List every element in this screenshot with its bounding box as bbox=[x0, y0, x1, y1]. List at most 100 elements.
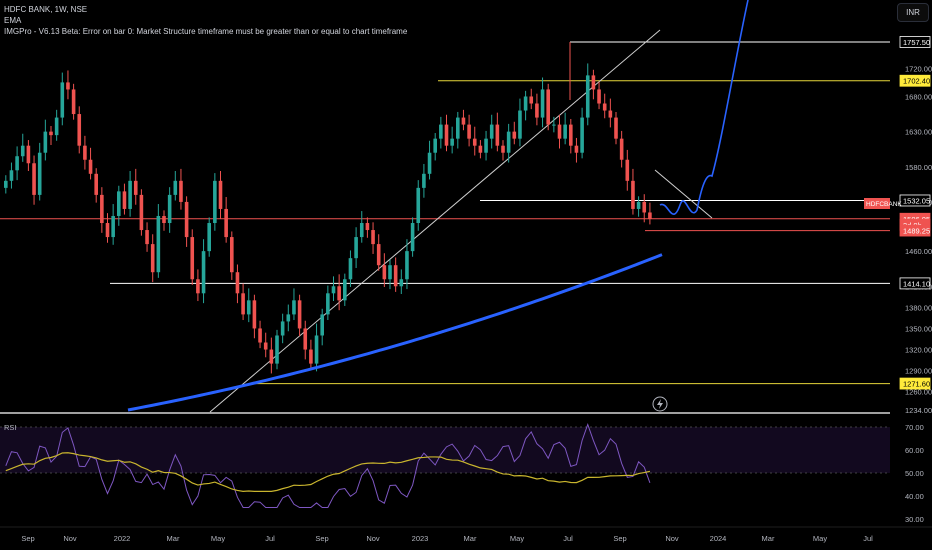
rsi-tick-label: 60.00 bbox=[905, 446, 924, 455]
candle-body bbox=[94, 173, 98, 195]
candle-body bbox=[292, 300, 296, 315]
rsi-line bbox=[5, 423, 651, 508]
candle-body bbox=[546, 89, 550, 125]
price-tick-label: 1380.00 bbox=[905, 303, 932, 312]
candle-body bbox=[26, 145, 31, 164]
candle-body bbox=[326, 293, 330, 315]
candle-body bbox=[597, 89, 601, 104]
time-tick-label: May bbox=[813, 534, 827, 543]
time-tick-label: Nov bbox=[665, 534, 679, 543]
price-tick-label: 1290.00 bbox=[905, 367, 932, 376]
time-tick-label: Sep bbox=[21, 534, 34, 543]
candle-body bbox=[196, 279, 200, 294]
price-tag-label: 1271.60 bbox=[903, 380, 930, 389]
candle-body bbox=[49, 131, 53, 136]
candle-body bbox=[535, 103, 539, 118]
candle-body bbox=[585, 75, 590, 118]
candle-body bbox=[489, 124, 494, 139]
price-tag-label: 1489.25 bbox=[903, 227, 930, 236]
candle-body bbox=[241, 293, 245, 315]
candle-body bbox=[450, 138, 454, 146]
candle-body bbox=[393, 265, 398, 287]
time-axis[interactable]: Sep Nov 2022 Mar May Jul Sep Nov 2023 Mar May Jul Se… bbox=[0, 526, 932, 543]
projection-curve bbox=[659, 0, 749, 215]
rsi-tick-label: 50.00 bbox=[905, 469, 924, 478]
time-tick-label: 2023 bbox=[412, 534, 429, 543]
time-tick-label: Jul bbox=[863, 534, 873, 543]
candle-body bbox=[4, 180, 8, 188]
candle-body bbox=[382, 265, 387, 280]
candle-body bbox=[348, 258, 353, 280]
candle-body bbox=[337, 286, 341, 301]
candle-body bbox=[552, 124, 556, 126]
price-tick-label: 1580.00 bbox=[905, 163, 932, 172]
candle-body bbox=[518, 110, 522, 139]
candle-body bbox=[213, 180, 217, 224]
candle-body bbox=[15, 156, 19, 171]
candle-body bbox=[139, 194, 144, 231]
candle-body bbox=[150, 244, 155, 273]
candle-body bbox=[614, 117, 618, 139]
candle-body bbox=[20, 145, 25, 157]
candle-body bbox=[145, 230, 149, 245]
price-tick-label: 1680.00 bbox=[905, 92, 932, 101]
candle-body bbox=[88, 159, 93, 174]
price-tag-label: 1532.05 bbox=[903, 196, 930, 205]
price-tag bbox=[899, 194, 931, 207]
price-tag bbox=[899, 36, 931, 48]
legend-error[interactable]: IMGPro - V6.13 Beta: Error on bar 0: Mar… bbox=[4, 27, 408, 36]
candle-body bbox=[467, 124, 471, 139]
candle-body bbox=[506, 131, 511, 153]
candle-body bbox=[9, 170, 14, 181]
candle-body bbox=[388, 265, 392, 280]
rsi-guides bbox=[0, 426, 890, 474]
price-tick-label: 1320.00 bbox=[905, 346, 932, 355]
rsi-band bbox=[0, 427, 890, 473]
candle-body bbox=[37, 152, 42, 195]
candle-body bbox=[314, 335, 319, 364]
legend-symbol[interactable]: HDFC BANK, 1W, NSE bbox=[4, 5, 88, 14]
time-tick-label: Sep bbox=[613, 534, 626, 543]
candle-body bbox=[60, 82, 65, 118]
time-tick-label: Nov bbox=[366, 534, 380, 543]
candle-body bbox=[218, 180, 223, 209]
candle-body bbox=[422, 173, 426, 188]
candle-body bbox=[111, 215, 115, 238]
candle-body bbox=[376, 244, 381, 266]
price-tag bbox=[899, 377, 931, 390]
candle-body bbox=[529, 96, 534, 104]
candle-body bbox=[66, 82, 70, 90]
candle-body bbox=[246, 300, 251, 315]
candle-body bbox=[303, 328, 308, 350]
candle-body bbox=[461, 117, 466, 125]
candle-body bbox=[173, 180, 178, 195]
candle-body bbox=[54, 117, 59, 136]
time-tick-label: 2024 bbox=[710, 534, 727, 543]
time-tick-label: Nov bbox=[63, 534, 77, 543]
candle-body bbox=[122, 191, 127, 209]
price-tag-label: 1757.50 bbox=[903, 38, 930, 47]
candle-body bbox=[557, 124, 562, 139]
candle-body bbox=[484, 138, 488, 153]
lightning-icon[interactable] bbox=[652, 396, 668, 412]
candle-body bbox=[574, 145, 579, 153]
candle-body bbox=[280, 321, 285, 336]
candle-body bbox=[32, 163, 36, 195]
candle-body bbox=[224, 208, 228, 238]
candle-body bbox=[286, 314, 291, 322]
candle-body bbox=[43, 131, 48, 153]
candle-body bbox=[275, 335, 279, 364]
candle-body bbox=[416, 187, 421, 224]
price-tag-label: 1414.10 bbox=[903, 279, 930, 288]
rsi-label: RSI bbox=[4, 423, 17, 432]
time-tick-label: Mar bbox=[167, 534, 180, 543]
horizontal-levels bbox=[0, 41, 890, 385]
currency-button[interactable]: INR bbox=[897, 3, 929, 22]
legend-ema[interactable]: EMA bbox=[4, 16, 22, 25]
candle-body bbox=[359, 223, 364, 238]
price-tick-label: 1350.00 bbox=[905, 324, 932, 333]
time-tick-label: Sep bbox=[315, 534, 328, 543]
candle-body bbox=[100, 194, 104, 224]
